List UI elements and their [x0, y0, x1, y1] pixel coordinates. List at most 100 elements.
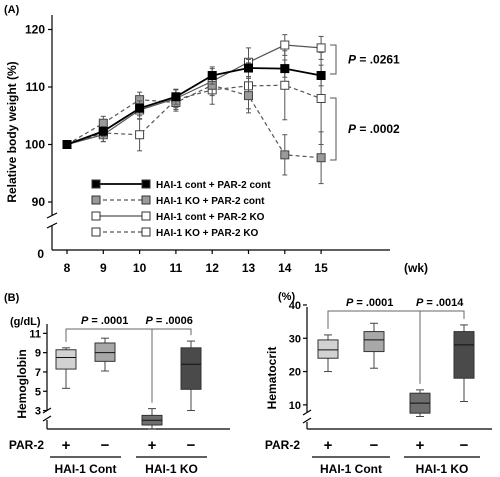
legend-marker	[91, 227, 101, 237]
panel-a-y-break-label: 0	[37, 247, 44, 261]
y-tick-label: 9	[35, 348, 41, 360]
x-tick-label: 10	[133, 261, 147, 275]
p-value-label-value: = .0002	[356, 122, 400, 136]
data-point	[135, 130, 145, 140]
box-1	[363, 322, 385, 369]
box-2	[409, 389, 431, 418]
data-point	[316, 94, 326, 103]
par2-row-label: PAR-2	[265, 438, 300, 452]
p-value-label-p: P	[346, 297, 354, 309]
data-point	[280, 150, 290, 160]
y-axis-break-mark	[302, 409, 312, 416]
data-point	[280, 64, 290, 74]
panel-a: (A) Relative body weight (%) (wk) 0 90 10…	[4, 4, 428, 275]
panel-a-legend: HAI-1 cont + PAR-2 cont HAI-1 KO + PAR-2 …	[91, 179, 271, 239]
legend-marker	[91, 179, 101, 189]
group-label: HAI-1 Cont	[320, 462, 382, 476]
p-value-label-p: P	[416, 297, 424, 309]
significance-bracket: P = .0261	[330, 44, 400, 75]
y-tick-label: 5	[35, 386, 41, 398]
bracket-line	[420, 310, 465, 319]
y-tick-label: 110	[26, 80, 46, 94]
p-value-label-p: P	[348, 122, 357, 136]
x-tick-label: 15	[314, 261, 328, 275]
p-value-label-p: P	[81, 315, 89, 327]
y-tick-label: 120	[25, 23, 45, 37]
hemoglobin-ylabel: Hemoglobin	[15, 349, 29, 418]
box-0	[55, 347, 77, 389]
x-tick-label: 14	[278, 261, 292, 275]
data-point	[244, 63, 253, 73]
legend-label: HAI-1 cont + PAR-2 KO	[156, 212, 265, 223]
p-value-label-value: = .0001	[353, 297, 393, 309]
y-axis-break-mark	[46, 222, 58, 229]
data-point	[316, 71, 326, 80]
bracket-line	[152, 328, 192, 336]
y-tick-label: 3	[35, 406, 41, 418]
p-value-label: P = .0002	[348, 122, 400, 136]
par2-sign: −	[187, 437, 196, 454]
data-point	[316, 153, 326, 163]
legend-label: HAI-1 KO + PAR-2 KO	[156, 228, 259, 239]
x-tick-label: 13	[242, 261, 256, 275]
panel-b-label: (B)	[4, 292, 20, 304]
par2-row-label: PAR-2	[9, 438, 44, 452]
data-point	[280, 40, 290, 50]
box-3	[180, 340, 202, 412]
data-point	[316, 43, 326, 53]
box-body	[55, 349, 77, 370]
legend-label: HAI-1 KO + PAR-2 cont	[156, 196, 265, 207]
y-tick-label: 90	[32, 195, 46, 209]
hematocrit-ylabel: Hematocrit	[265, 347, 279, 410]
par2-sign: −	[460, 437, 469, 454]
legend-marker	[91, 211, 101, 221]
y-axis-break-mark	[46, 212, 58, 219]
box-body	[317, 339, 339, 359]
bracket-line	[330, 97, 337, 161]
data-point	[171, 92, 181, 102]
par2-sign: +	[148, 437, 157, 454]
par2-sign: +	[62, 437, 71, 454]
legend-marker	[91, 195, 101, 205]
series-line	[66, 84, 322, 146]
y-tick-label: 100	[25, 138, 45, 152]
p-value-label: P = .0001	[346, 297, 393, 309]
p-value-label-value: = .0001	[88, 315, 128, 327]
p-value-label-p: P	[348, 53, 357, 67]
box-2	[141, 408, 163, 430]
box-3	[453, 324, 475, 403]
y-tick-label: 20	[289, 367, 301, 379]
panel-a-plot-area	[62, 34, 326, 185]
data-point	[280, 80, 290, 90]
y-tick-label: 11	[29, 328, 41, 340]
group-label: HAI-1 KO	[416, 462, 469, 476]
bracket-line	[327, 310, 421, 384]
y-tick-label: 40	[289, 300, 301, 312]
legend-entry: HAI-1 KO + PAR-2 cont	[91, 195, 265, 207]
panel-a-ylabel: Relative body weight (%)	[5, 61, 19, 202]
par2-sign: −	[370, 437, 379, 454]
x-tick-label: 11	[170, 261, 183, 275]
legend-marker	[141, 211, 151, 221]
y-axis-break-mark	[302, 417, 312, 424]
p-value-label-value: = .0261	[356, 53, 400, 67]
box-body	[180, 347, 202, 390]
par2-sign: +	[416, 437, 425, 454]
legend-entry: HAI-1 cont + PAR-2 cont	[91, 179, 271, 191]
p-value-label: P = .0261	[348, 53, 400, 67]
box-0	[317, 334, 339, 373]
p-value-label-p: P	[146, 315, 154, 327]
data-point	[98, 118, 108, 128]
p-value-label-value: = .0014	[423, 297, 464, 309]
y-tick-label: 7	[35, 367, 41, 379]
p-value-label-value: = .0006	[153, 315, 193, 327]
data-point	[244, 91, 253, 101]
bracket-line	[330, 44, 337, 75]
data-point	[135, 103, 145, 113]
significance-brackets: P = .0001 P = .0014	[327, 297, 465, 384]
